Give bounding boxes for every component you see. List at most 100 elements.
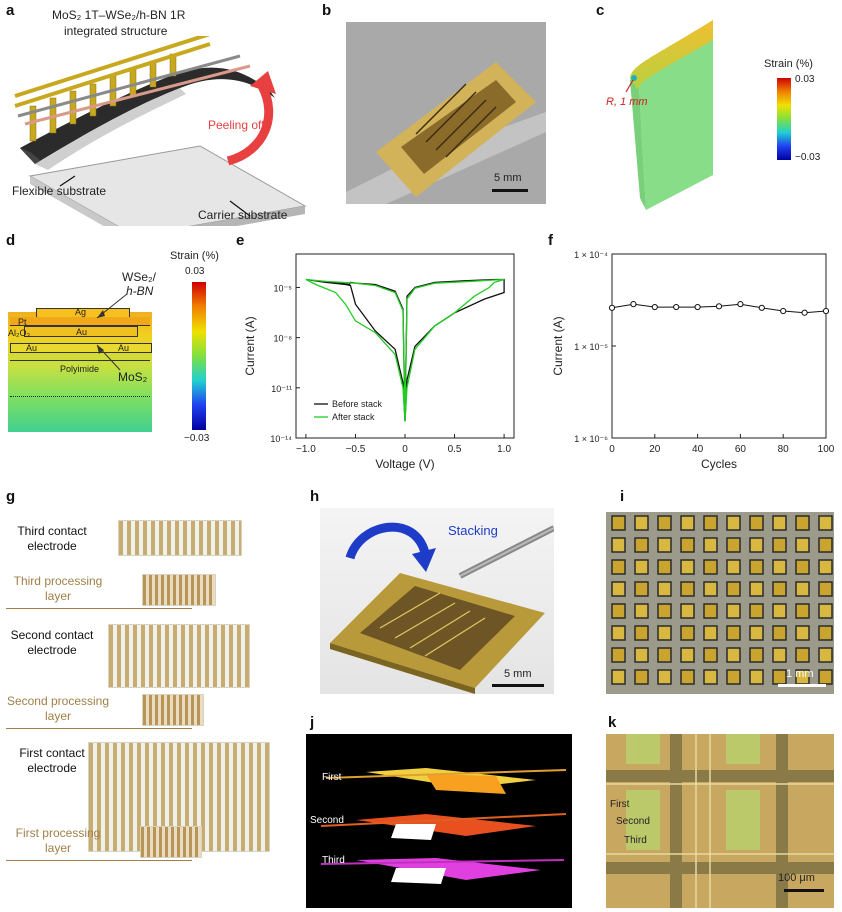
layer-au-left-label: Au (26, 343, 38, 353)
j-third-label: Third (322, 855, 345, 866)
plot-frame-f (611, 253, 827, 439)
y-tick-label-e: 10⁻⁵ (274, 283, 293, 293)
polyimide-line (10, 360, 150, 361)
mos2-label: MoS₂ (118, 370, 148, 384)
array-cell (818, 515, 833, 531)
data-point-f (737, 301, 744, 308)
data-point-f (715, 303, 723, 310)
array-cell (611, 647, 626, 663)
data-point-f (801, 309, 808, 316)
x-axis-title-f: Cycles (701, 457, 737, 471)
array-cell (749, 603, 764, 619)
x-axis-title-e: Voltage (V) (375, 457, 434, 471)
array-cell (703, 625, 718, 641)
data-point-f (694, 303, 701, 311)
y-tick-label-e: 10⁻¹¹ (271, 384, 292, 394)
contact-electrode-label: Second contact electrode (10, 628, 94, 657)
panel-label-b: b (322, 2, 332, 19)
y-axis-title-e: Current (A) (243, 316, 257, 375)
y-tick-label-f: 1 × 10⁻⁶ (574, 434, 608, 444)
array-cell (749, 625, 764, 641)
integrated-structure-illustration (14, 36, 307, 226)
array-cell (749, 537, 764, 553)
scale-bar-b (492, 189, 528, 192)
array-cell (703, 515, 718, 531)
layer-pt-label: Pt (18, 317, 27, 327)
data-point-f (651, 303, 658, 311)
array-cell (680, 515, 695, 531)
wse2-label: WSe₂/ (122, 270, 156, 284)
scale-bar-k (784, 889, 824, 892)
array-cell (680, 581, 695, 597)
array-cell (680, 559, 695, 575)
data-point-f (758, 304, 765, 311)
array-cell (772, 537, 787, 553)
array-cell (795, 515, 810, 531)
processing-layer-underline (6, 728, 192, 729)
array-cell (611, 537, 626, 553)
strain-cross-section-d (8, 308, 152, 432)
colorbar-d (192, 282, 206, 430)
contact-electrode-label: First contact electrode (19, 746, 85, 775)
iv-chart-e: −1.0 −0.5 0 0.5 1.0 10⁻¹⁴ 10⁻¹¹ 10⁻⁸ 10⁻⁵ Voltage… (243, 253, 515, 471)
colorbar-d-min: −0.03 (184, 433, 210, 444)
carrier-substrate-label: Carrier substrate (198, 208, 288, 222)
j-second-label: Second (310, 815, 344, 826)
array-cell (726, 559, 741, 575)
array-cell (818, 625, 833, 641)
electrode-pattern (118, 520, 242, 556)
layer-pt (10, 317, 150, 326)
data-point-f (673, 303, 680, 311)
processing-layer-underline (6, 608, 192, 609)
array-cell (749, 515, 764, 531)
x-tick-label-f: 80 (778, 444, 790, 455)
array-cell (634, 559, 649, 575)
k-first-label: First (610, 799, 630, 810)
array-cell (749, 669, 764, 685)
array-cell (634, 647, 649, 663)
array-cell (634, 537, 649, 553)
array-cell (818, 537, 833, 553)
array-cell (657, 581, 672, 597)
array-cell (634, 581, 649, 597)
array-cell (795, 647, 810, 663)
processing-layer-underline (6, 860, 192, 861)
data-point-f (608, 304, 616, 311)
array-cell (611, 625, 626, 641)
scale-text-h: 5 mm (504, 668, 532, 680)
array-cell (818, 603, 833, 619)
cycling-chart-f: 0 20 40 60 80 100 1 × 10⁻⁶ 1 × 10⁻⁵ 1 × 10⁻⁴ Cycl… (551, 250, 835, 471)
array-cell (680, 625, 695, 641)
processing-layer-pattern (142, 694, 204, 726)
panel-label-e: e (236, 232, 245, 249)
panel-a-title-line2: integrated structure (64, 24, 168, 38)
contact-electrode-label: Third contact electrode (17, 524, 87, 553)
x-tick-label-f: 40 (692, 444, 704, 455)
layer-polyimide-label: Polyimide (60, 364, 100, 374)
legend-label-e: Before stack (332, 399, 383, 409)
x-tick-label-e: −0.5 (346, 444, 366, 455)
x-tick-label-f: 0 (609, 444, 615, 455)
array-cell (726, 581, 741, 597)
array-cell (795, 559, 810, 575)
hbn-label: h-BN (126, 284, 154, 298)
panel-label-g: g (6, 488, 16, 505)
array-cell (703, 581, 718, 597)
array-cell (611, 559, 626, 575)
array-cell (795, 537, 810, 553)
array-cell (749, 647, 764, 663)
y-tick-label-f: 1 × 10⁻⁵ (574, 342, 608, 352)
array-cell (703, 559, 718, 575)
array-cell (795, 603, 810, 619)
array-cell (634, 625, 649, 641)
panel-label-k: k (608, 714, 617, 731)
array-cell (749, 559, 764, 575)
panel-label-h: h (310, 488, 320, 505)
strain-title-c: Strain (%) (764, 58, 813, 70)
peeling-off-label: Peeling off (208, 118, 265, 132)
colorbar-c (777, 78, 791, 160)
layer-au-bottom (10, 343, 152, 353)
array-cell (611, 515, 626, 531)
array-cell (657, 515, 672, 531)
array-cell (680, 537, 695, 553)
